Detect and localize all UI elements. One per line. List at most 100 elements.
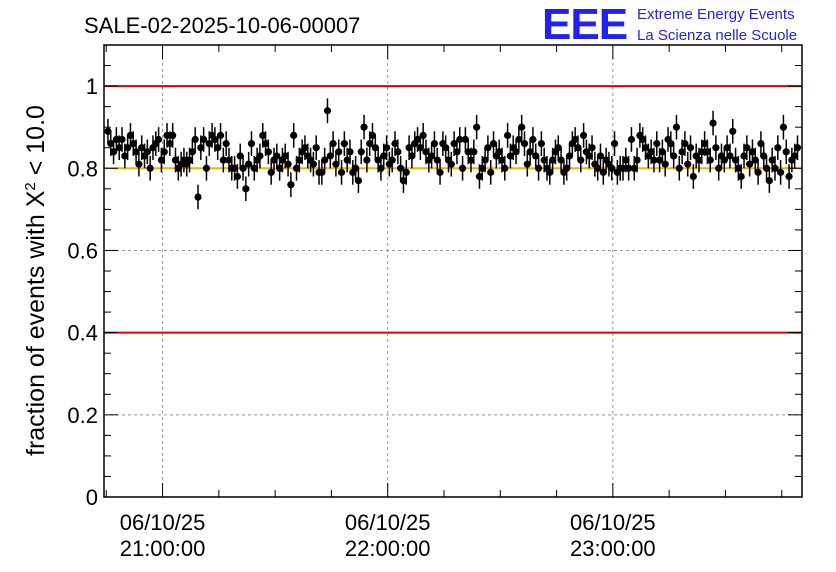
point-marker xyxy=(405,144,413,152)
data-point xyxy=(214,135,222,161)
point-marker xyxy=(771,164,779,172)
data-point xyxy=(757,131,765,156)
data-point xyxy=(155,127,163,152)
point-marker xyxy=(765,177,773,185)
point-marker xyxy=(287,181,295,189)
data-point xyxy=(484,135,492,161)
point-marker xyxy=(554,144,562,152)
point-marker xyxy=(321,156,329,164)
point-marker xyxy=(394,148,402,156)
point-marker xyxy=(408,152,416,160)
point-marker xyxy=(281,152,289,160)
point-marker xyxy=(354,177,363,185)
point-marker xyxy=(225,156,233,164)
data-point xyxy=(363,147,371,173)
point-marker xyxy=(698,148,706,156)
point-marker xyxy=(678,148,686,156)
point-marker xyxy=(712,144,720,152)
data-point xyxy=(577,147,585,173)
x-tick-date: 06/10/25 xyxy=(570,510,656,535)
point-marker xyxy=(191,135,199,144)
point-marker xyxy=(402,168,410,176)
data-point xyxy=(430,131,439,156)
y-axis-label-exponent: 2 xyxy=(22,182,39,190)
point-marker xyxy=(118,135,126,144)
point-marker xyxy=(194,193,202,201)
data-point xyxy=(458,155,467,181)
point-marker xyxy=(537,140,545,148)
data-point xyxy=(515,127,523,152)
point-marker xyxy=(695,156,703,164)
point-marker xyxy=(622,156,630,164)
data-point xyxy=(627,127,636,152)
data-point xyxy=(191,127,199,152)
data-point xyxy=(774,135,782,161)
data-point xyxy=(574,135,582,161)
point-marker xyxy=(115,144,123,152)
point-marker xyxy=(478,164,486,172)
data-point xyxy=(428,143,436,169)
point-marker xyxy=(329,140,337,148)
point-marker xyxy=(337,168,346,176)
point-marker xyxy=(529,135,537,144)
data-point xyxy=(487,160,495,185)
point-marker xyxy=(301,144,309,152)
data-point xyxy=(715,155,723,181)
point-marker xyxy=(709,119,717,127)
y-axis-label-chi: X xyxy=(22,190,50,207)
point-marker xyxy=(166,140,174,148)
point-marker xyxy=(630,164,638,172)
eee-logo: EEE Extreme Energy Events La Scienza nel… xyxy=(542,0,797,49)
data-point xyxy=(650,147,658,173)
data-point xyxy=(534,155,543,181)
point-marker xyxy=(233,172,242,181)
data-point xyxy=(323,98,332,124)
point-marker xyxy=(563,164,571,172)
data-point xyxy=(720,147,728,173)
point-marker xyxy=(433,156,441,164)
point-marker xyxy=(382,144,391,152)
point-marker xyxy=(340,140,348,148)
point-marker xyxy=(672,123,681,131)
data-point xyxy=(729,118,737,144)
point-marker xyxy=(512,148,520,156)
point-marker xyxy=(484,144,492,152)
point-marker xyxy=(146,164,154,172)
point-marker xyxy=(276,164,284,172)
data-point xyxy=(388,147,396,173)
data-point xyxy=(273,143,281,169)
point-marker xyxy=(751,156,759,164)
point-marker xyxy=(731,156,740,164)
point-marker xyxy=(608,164,616,172)
data-point xyxy=(436,160,444,185)
data-point xyxy=(777,160,785,185)
point-marker xyxy=(188,148,196,156)
data-point xyxy=(118,127,126,152)
point-marker xyxy=(267,168,275,176)
point-marker xyxy=(681,140,689,148)
point-marker xyxy=(501,164,509,172)
data-point xyxy=(565,143,574,169)
data-point xyxy=(104,118,112,144)
point-marker xyxy=(655,156,664,164)
data-point xyxy=(557,147,565,173)
point-marker xyxy=(577,156,585,164)
point-marker xyxy=(715,164,723,172)
data-point xyxy=(504,123,512,148)
y-tick-label: 0.2 xyxy=(67,403,98,428)
data-point xyxy=(326,143,334,169)
data-point xyxy=(765,168,773,193)
point-marker xyxy=(236,152,244,160)
point-marker xyxy=(574,144,582,152)
point-marker xyxy=(523,160,531,168)
point-marker xyxy=(126,131,135,139)
data-point xyxy=(200,127,208,152)
data-point xyxy=(340,131,348,156)
point-marker xyxy=(526,148,534,156)
data-point xyxy=(419,123,427,148)
data-point xyxy=(588,135,596,161)
data-point xyxy=(247,131,256,156)
